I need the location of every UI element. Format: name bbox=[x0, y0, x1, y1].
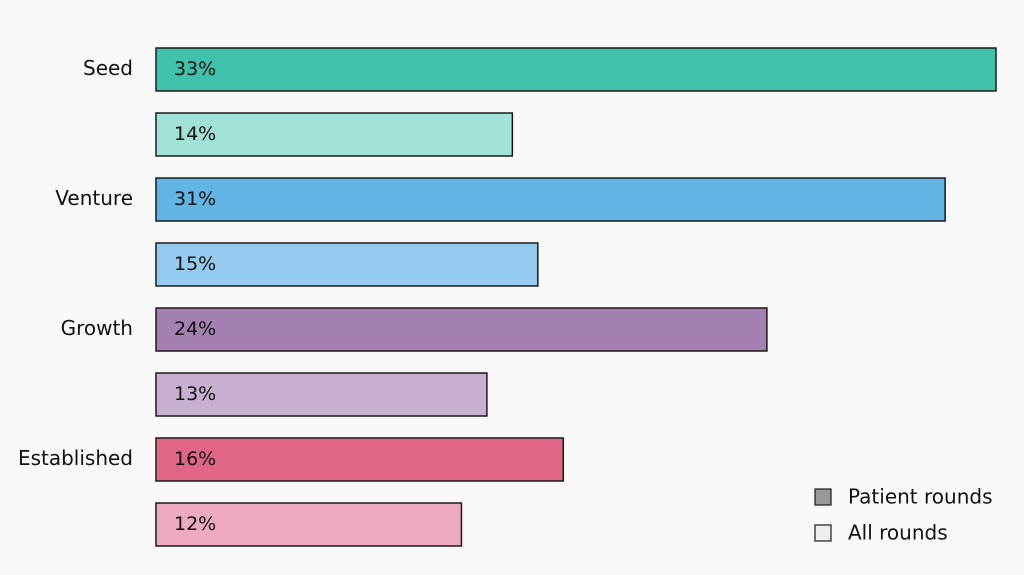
bar-venture-all-rounds bbox=[155, 242, 539, 287]
legend-swatch-all-rounds bbox=[814, 524, 832, 542]
bar-seed-all-rounds bbox=[155, 112, 514, 157]
data-label-venture-patient-rounds: 31% bbox=[174, 188, 216, 210]
category-label-venture: Venture bbox=[55, 186, 133, 210]
bar-established-patient-rounds bbox=[155, 437, 565, 482]
data-label-established-all-rounds: 12% bbox=[174, 513, 216, 535]
legend-label-all-rounds: All rounds bbox=[848, 521, 948, 545]
legend-swatch-patient-rounds bbox=[814, 488, 832, 506]
data-label-seed-patient-rounds: 33% bbox=[174, 58, 216, 80]
category-label-growth: Growth bbox=[61, 316, 133, 340]
data-label-growth-patient-rounds: 24% bbox=[174, 318, 216, 340]
bars-layer bbox=[155, 47, 997, 547]
bar-growth-patient-rounds bbox=[155, 307, 768, 352]
data-label-established-patient-rounds: 16% bbox=[174, 448, 216, 470]
legend: Patient rounds All rounds bbox=[814, 485, 992, 545]
category-label-established: Established bbox=[18, 446, 133, 470]
data-label-seed-all-rounds: 14% bbox=[174, 123, 216, 145]
bar-seed-patient-rounds bbox=[155, 47, 997, 92]
legend-label-patient-rounds: Patient rounds bbox=[848, 485, 992, 509]
data-label-venture-all-rounds: 15% bbox=[174, 253, 216, 275]
bar-venture-patient-rounds bbox=[155, 177, 946, 222]
bar-growth-all-rounds bbox=[155, 372, 488, 417]
category-label-seed: Seed bbox=[83, 56, 133, 80]
data-label-growth-all-rounds: 13% bbox=[174, 383, 216, 405]
labels-layer: Seed 33% 14% Venture 31% 15% Growth 24% 13% Estab… bbox=[18, 56, 216, 535]
bar-established-all-rounds bbox=[155, 502, 463, 547]
